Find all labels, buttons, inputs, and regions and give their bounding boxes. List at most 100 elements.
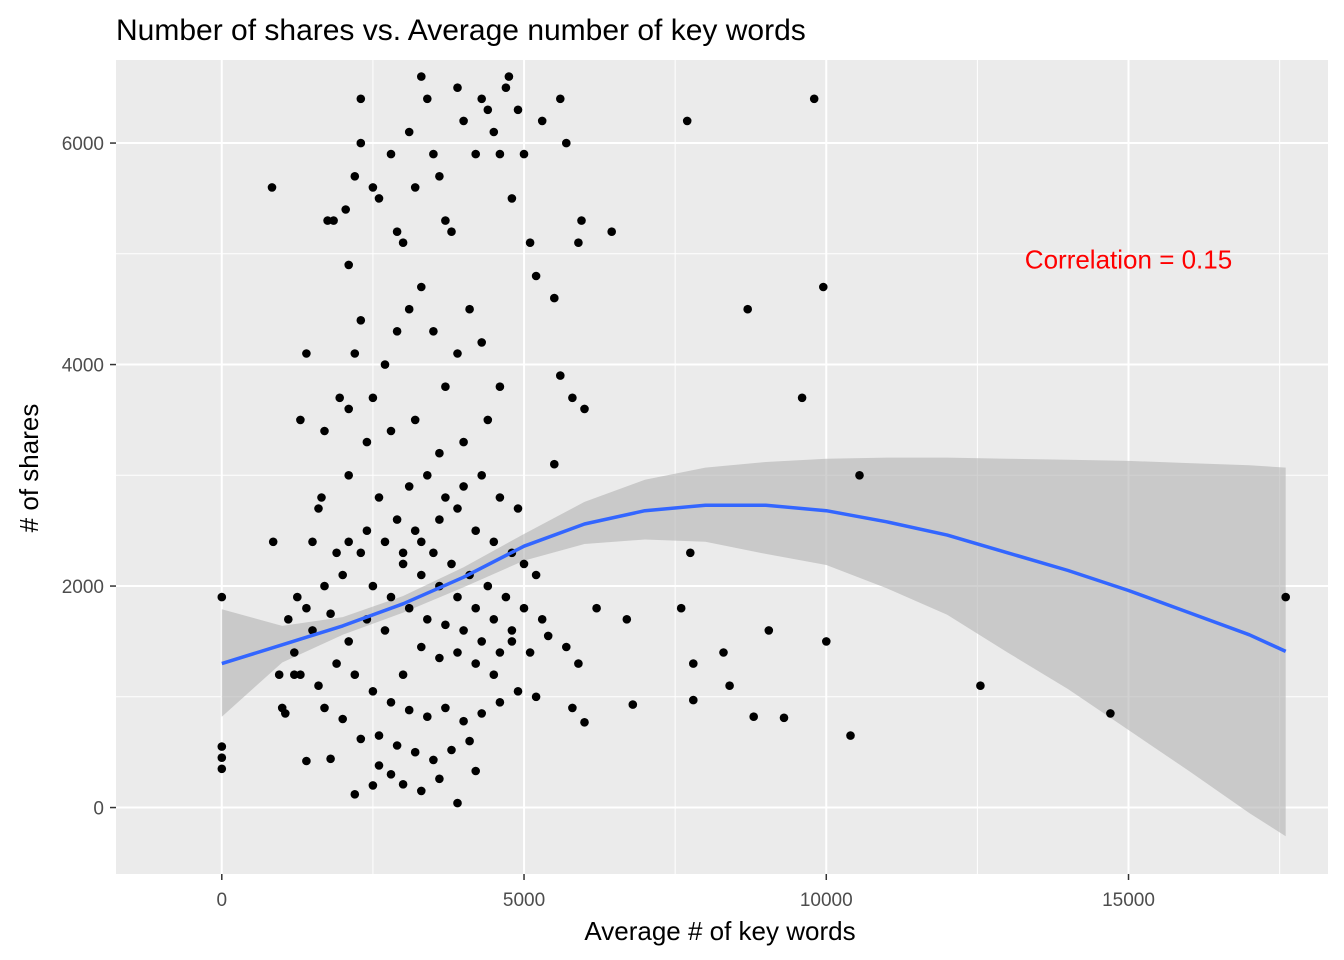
data-point (302, 349, 311, 358)
data-point (719, 648, 728, 657)
data-point (368, 581, 378, 591)
data-point (483, 105, 493, 115)
data-point (477, 709, 487, 718)
confidence-band (221, 457, 1286, 837)
data-point (513, 105, 523, 115)
data-point (404, 482, 414, 491)
data-point (453, 349, 462, 358)
data-point (562, 138, 571, 148)
y-axis-title: # of shares (14, 404, 44, 533)
data-point (495, 149, 505, 159)
data-point (441, 493, 450, 502)
data-point (423, 94, 432, 104)
data-point (217, 592, 227, 602)
data-point (689, 659, 698, 668)
data-point (374, 194, 384, 203)
data-point (429, 149, 438, 159)
data-point (326, 609, 335, 618)
data-point (350, 349, 360, 358)
data-point (417, 537, 426, 547)
data-point (471, 659, 481, 668)
data-point (976, 681, 985, 690)
data-point (410, 747, 420, 757)
data-point (356, 734, 366, 744)
data-point (323, 216, 332, 225)
data-point (326, 754, 335, 764)
data-point (550, 293, 559, 303)
data-point (725, 681, 734, 690)
axis-ticks: 0 5000 10000 15000 0 2000 4000 6000 (62, 134, 1155, 911)
data-point (356, 316, 366, 325)
data-point (429, 327, 438, 336)
x-tick-label: 0 (216, 890, 227, 911)
data-point (686, 548, 695, 558)
data-point (779, 713, 789, 723)
data-point (374, 493, 384, 502)
data-point (1106, 709, 1115, 718)
data-point (410, 526, 420, 535)
data-point (453, 504, 462, 513)
y-tick-label: 2000 (62, 577, 104, 598)
data-point (495, 382, 505, 392)
data-point (483, 415, 493, 425)
data-point (447, 227, 456, 236)
data-point (519, 603, 529, 613)
data-point (1281, 592, 1290, 602)
data-point (404, 705, 414, 715)
data-point (513, 504, 523, 513)
data-point (556, 94, 565, 104)
data-point (676, 603, 686, 613)
data-point (296, 670, 305, 679)
data-point (296, 415, 305, 425)
data-point (417, 570, 426, 580)
data-point (398, 548, 408, 558)
data-point (531, 692, 541, 702)
data-point (314, 681, 323, 690)
data-point (320, 581, 329, 591)
data-point (471, 603, 481, 613)
data-point (855, 471, 864, 480)
chart-title: Number of shares vs. Average number of k… (116, 14, 806, 47)
data-point (281, 709, 290, 718)
smooth-line (221, 503, 1287, 666)
data-point (822, 637, 831, 646)
data-point (350, 790, 360, 799)
data-point (441, 703, 450, 713)
data-point (308, 626, 317, 635)
data-point (543, 631, 553, 641)
data-point (332, 548, 341, 558)
data-point (797, 393, 807, 403)
data-point (507, 626, 517, 635)
data-point (368, 781, 378, 790)
data-point (380, 360, 390, 369)
data-point (495, 648, 505, 657)
data-point (580, 404, 589, 414)
data-point (398, 780, 408, 789)
data-point (459, 716, 468, 726)
data-point (682, 116, 692, 126)
data-point (404, 603, 414, 613)
data-point (489, 615, 499, 624)
data-point (568, 393, 577, 403)
data-point (453, 648, 462, 657)
correlation-annotation: Correlation = 0.15 (1025, 244, 1232, 274)
data-point (495, 698, 505, 707)
confidence-band-area (221, 457, 1286, 837)
data-point (435, 515, 444, 524)
data-point (392, 227, 402, 236)
smooth-line-path (221, 503, 1287, 666)
data-point (368, 393, 378, 403)
data-point (504, 72, 514, 81)
data-point (350, 670, 360, 679)
data-point (320, 426, 329, 436)
data-point (368, 687, 378, 696)
data-point (338, 714, 348, 724)
data-point (574, 238, 583, 247)
data-point (335, 393, 345, 403)
data-point (398, 559, 408, 569)
data-point (320, 703, 329, 713)
data-point (577, 216, 586, 225)
data-point (622, 615, 632, 624)
y-tick-label: 6000 (62, 134, 104, 155)
